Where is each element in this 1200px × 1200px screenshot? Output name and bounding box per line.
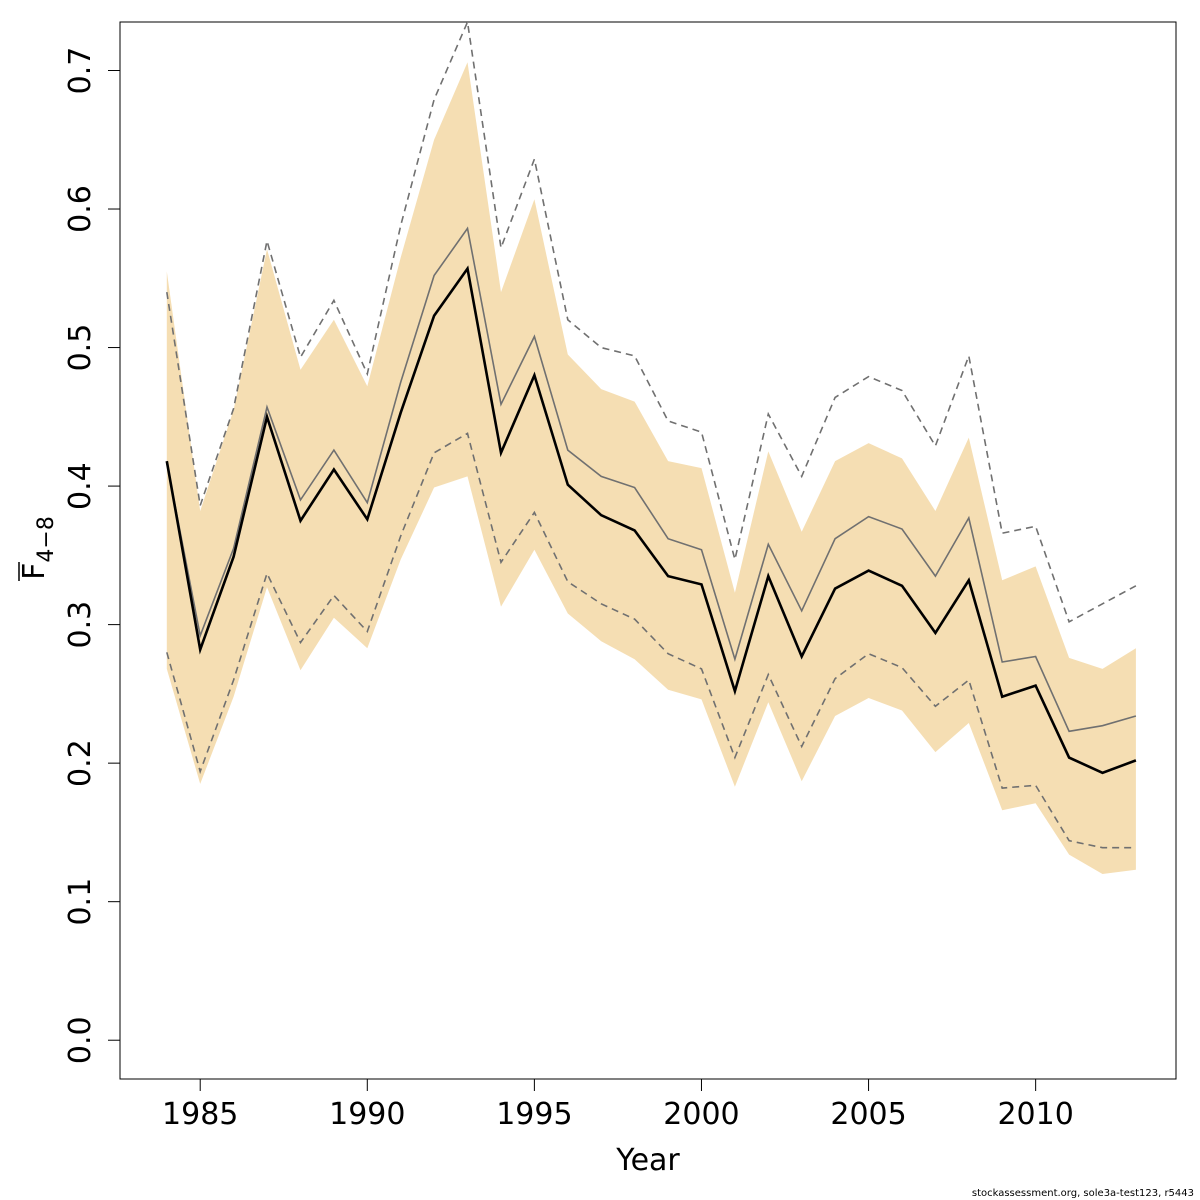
y-tick-label: 0.5 bbox=[63, 324, 98, 372]
confidence-band bbox=[166, 62, 1136, 874]
x-tick-label: 2005 bbox=[830, 1097, 906, 1132]
y-axis: 0.0 0.1 0.2 0.3 0.4 0.5 0.6 0.7 bbox=[63, 47, 121, 1064]
y-tick-label: 0.3 bbox=[63, 601, 98, 649]
y-tick-label: 0.4 bbox=[63, 462, 98, 510]
footer-credit: stockassessment.org, sole3a-test123, r54… bbox=[972, 1188, 1194, 1199]
x-tick-label: 2010 bbox=[997, 1097, 1073, 1132]
y-axis-title-subscript: 4−8 bbox=[34, 516, 59, 562]
y-axis-title-main: F bbox=[17, 563, 52, 580]
x-tick-label: 1990 bbox=[329, 1097, 405, 1132]
y-tick-label: 0.6 bbox=[63, 185, 98, 233]
series-lines bbox=[165, 19, 1137, 849]
x-tick-label: 2000 bbox=[663, 1097, 739, 1132]
y-tick-label: 0.0 bbox=[63, 1016, 98, 1064]
series-line-estimate bbox=[165, 265, 1137, 775]
x-axis: 1985 1990 1995 2000 2005 2010 bbox=[162, 1078, 1074, 1132]
series-line-dashed-upper bbox=[166, 19, 1137, 623]
svg-text:F4−8: F4−8 bbox=[17, 516, 59, 580]
series-line-dashed-lower bbox=[166, 432, 1136, 849]
y-tick-label: 0.1 bbox=[63, 878, 98, 926]
y-axis-title: F4−8 bbox=[17, 516, 59, 581]
band-area bbox=[166, 62, 1136, 874]
x-axis-title: Year bbox=[615, 1143, 680, 1178]
series-line-median bbox=[166, 226, 1137, 733]
x-tick-label: 1985 bbox=[162, 1097, 238, 1132]
y-tick-label: 0.7 bbox=[63, 47, 98, 95]
x-tick-label: 1995 bbox=[496, 1097, 572, 1132]
y-tick-label: 0.2 bbox=[63, 739, 98, 787]
